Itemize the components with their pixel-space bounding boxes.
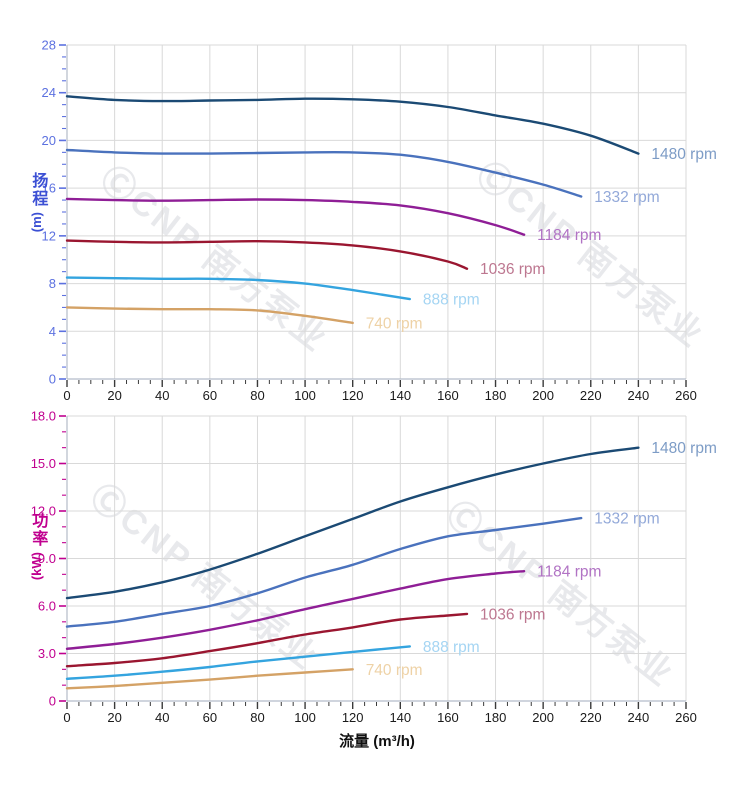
y-tick-label: 12.0 <box>31 504 56 519</box>
gridlines <box>67 415 687 701</box>
x-tick-label: 160 <box>437 388 459 403</box>
power-chart: 0 20 40 60 80 100 120 140 160 180 200 220 240 260 18.0… <box>31 409 717 726</box>
x-tick-label: 140 <box>389 710 411 725</box>
axis-lines <box>66 45 686 380</box>
x-axis-tick-labels: 0 20 40 60 80 100 120 140 160 180 200 220 240 260 <box>63 388 696 403</box>
x-tick-label: 100 <box>294 388 316 403</box>
y-tick-label: 3.0 <box>38 646 56 661</box>
x-tick-label: 240 <box>628 710 650 725</box>
x-tick-label: 180 <box>485 388 507 403</box>
y-tick-label: 8 <box>49 276 56 291</box>
x-tick-label: 240 <box>628 388 650 403</box>
gridlines <box>67 44 687 379</box>
y-tick-label: 24 <box>42 85 56 100</box>
x-tick-label: 260 <box>675 388 697 403</box>
y-tick-label: 15.0 <box>31 456 56 471</box>
curve-740-rpm <box>65 668 354 690</box>
x-tick-label: 180 <box>485 710 507 725</box>
y-axis-tick-labels: 28 24 20 16 12 8 4 0 <box>42 38 56 387</box>
curve-888-rpm <box>65 276 411 301</box>
x-tick-label: 200 <box>532 388 554 403</box>
curve-label-1036-rpm: 1036 rpm <box>480 606 545 623</box>
x-axis-ticks <box>66 702 687 709</box>
head-axis-title: 扬程 (m) <box>28 172 47 233</box>
x-tick-label: 120 <box>342 388 364 403</box>
curve-1184-rpm <box>65 570 526 650</box>
x-tick-label: 140 <box>389 388 411 403</box>
x-tick-label: 220 <box>580 388 602 403</box>
x-tick-label: 20 <box>107 388 121 403</box>
y-tick-label: 16 <box>42 181 56 196</box>
power-axis-unit: (kW) <box>28 552 44 581</box>
curve-label-1332-rpm: 1332 rpm <box>594 511 659 528</box>
y-axis-tick-labels: 18.0 15.0 12.0 9.0 6.0 3.0 0 <box>31 409 56 709</box>
x-tick-label: 40 <box>155 710 169 725</box>
curve-label-740-rpm: 740 rpm <box>366 662 423 679</box>
power-axis-title-text: 功率 <box>29 512 47 548</box>
curve-label-1480-rpm: 1480 rpm <box>651 146 716 163</box>
y-tick-label: 28 <box>42 38 56 53</box>
curve-1332-rpm <box>65 516 583 628</box>
curve-888-rpm <box>65 645 411 680</box>
y-tick-label: 12 <box>42 228 56 243</box>
head-axis-title-text: 扬程 <box>29 172 47 208</box>
head-axis-unit: (m) <box>28 212 44 233</box>
x-tick-label: 260 <box>675 710 697 725</box>
x-axis-tick-labels: 0 20 40 60 80 100 120 140 160 180 200 220 240 260 <box>63 710 696 725</box>
x-tick-label: 0 <box>63 710 70 725</box>
x-tick-label: 160 <box>437 710 459 725</box>
curve-label-1184-rpm: 1184 rpm <box>537 564 601 581</box>
y-tick-label: 4 <box>49 324 56 339</box>
x-tick-label: 0 <box>63 388 70 403</box>
y-tick-label: 20 <box>42 133 56 148</box>
curve-label-1036-rpm: 1036 rpm <box>480 261 545 278</box>
y-tick-label: 0 <box>49 694 56 709</box>
curve-label-740-rpm: 740 rpm <box>366 315 423 332</box>
curve-label-888-rpm: 888 rpm <box>423 639 480 656</box>
curve-1036-rpm <box>65 612 469 668</box>
y-tick-label: 0 <box>49 372 56 387</box>
curve-label-1184-rpm: 1184 rpm <box>537 227 601 244</box>
x-tick-label: 60 <box>203 388 217 403</box>
curve-740-rpm <box>65 306 354 325</box>
curve-label-1332-rpm: 1332 rpm <box>594 189 659 206</box>
x-tick-label: 220 <box>580 710 602 725</box>
x-tick-label: 80 <box>250 388 264 403</box>
flow-axis-title: 流量 (m³/h) <box>339 733 415 750</box>
y-tick-label: 18.0 <box>31 409 56 424</box>
x-tick-label: 60 <box>203 710 217 725</box>
curve-label-888-rpm: 888 rpm <box>423 292 480 309</box>
curve-1184-rpm <box>65 197 526 236</box>
head-chart: 0 20 40 60 80 100 120 140 160 180 200 220 240 2602824… <box>42 38 717 404</box>
x-tick-label: 80 <box>250 710 264 725</box>
axis-lines <box>66 416 686 702</box>
y-axis-ticks <box>59 44 66 380</box>
x-tick-label: 20 <box>107 710 121 725</box>
curve-1480-rpm <box>65 95 640 155</box>
curve-1332-rpm <box>65 148 583 198</box>
curve-1036-rpm <box>65 239 469 270</box>
y-axis-ticks <box>59 415 66 702</box>
y-tick-label: 6.0 <box>38 599 56 614</box>
x-tick-label: 200 <box>532 710 554 725</box>
power-axis-title: 功率 (kW) <box>28 512 47 581</box>
curve-1480-rpm <box>65 446 640 600</box>
y-tick-label: 9.0 <box>38 551 56 566</box>
curve-label-1480-rpm: 1480 rpm <box>651 440 716 457</box>
x-tick-label: 40 <box>155 388 169 403</box>
x-tick-label: 100 <box>294 710 316 725</box>
x-axis-ticks <box>66 380 687 387</box>
x-tick-label: 120 <box>342 710 364 725</box>
